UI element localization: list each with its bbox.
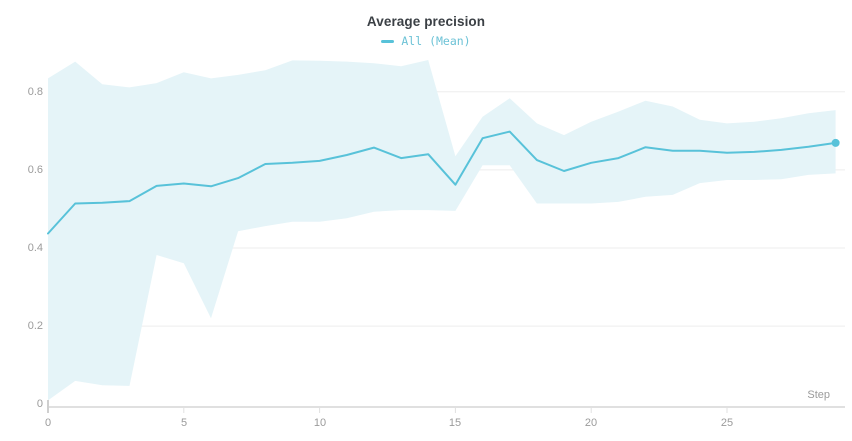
y-tick-label-0-2: 0.2 (27, 320, 43, 332)
chart-title: Average precision (366, 14, 486, 29)
last-point-marker[interactable] (831, 138, 840, 147)
x-tick-label-0: 0 (44, 417, 52, 429)
y-tick-label-0-6: 0.6 (27, 164, 43, 176)
x-axis-title: Step (807, 389, 830, 401)
legend-line-swatch-icon (381, 39, 395, 43)
x-tick-label-5: 5 (180, 417, 188, 429)
x-tick-label-20: 20 (584, 417, 598, 429)
y-tick-label-0-4: 0.4 (27, 242, 43, 254)
legend-item-all-mean[interactable]: All (Mean) (381, 34, 471, 48)
legend-label: All (Mean) (401, 34, 471, 48)
x-tick-label-10: 10 (313, 417, 327, 429)
y-tick-label-0-8: 0.8 (27, 86, 43, 98)
mean-line (47, 130, 837, 235)
minmax-band (48, 60, 836, 401)
y-tick-label-0: 0 (36, 398, 43, 410)
legend: All (Mean) (0, 34, 852, 48)
x-tick-label-25: 25 (720, 417, 734, 429)
x-tick-label-15: 15 (448, 417, 462, 429)
